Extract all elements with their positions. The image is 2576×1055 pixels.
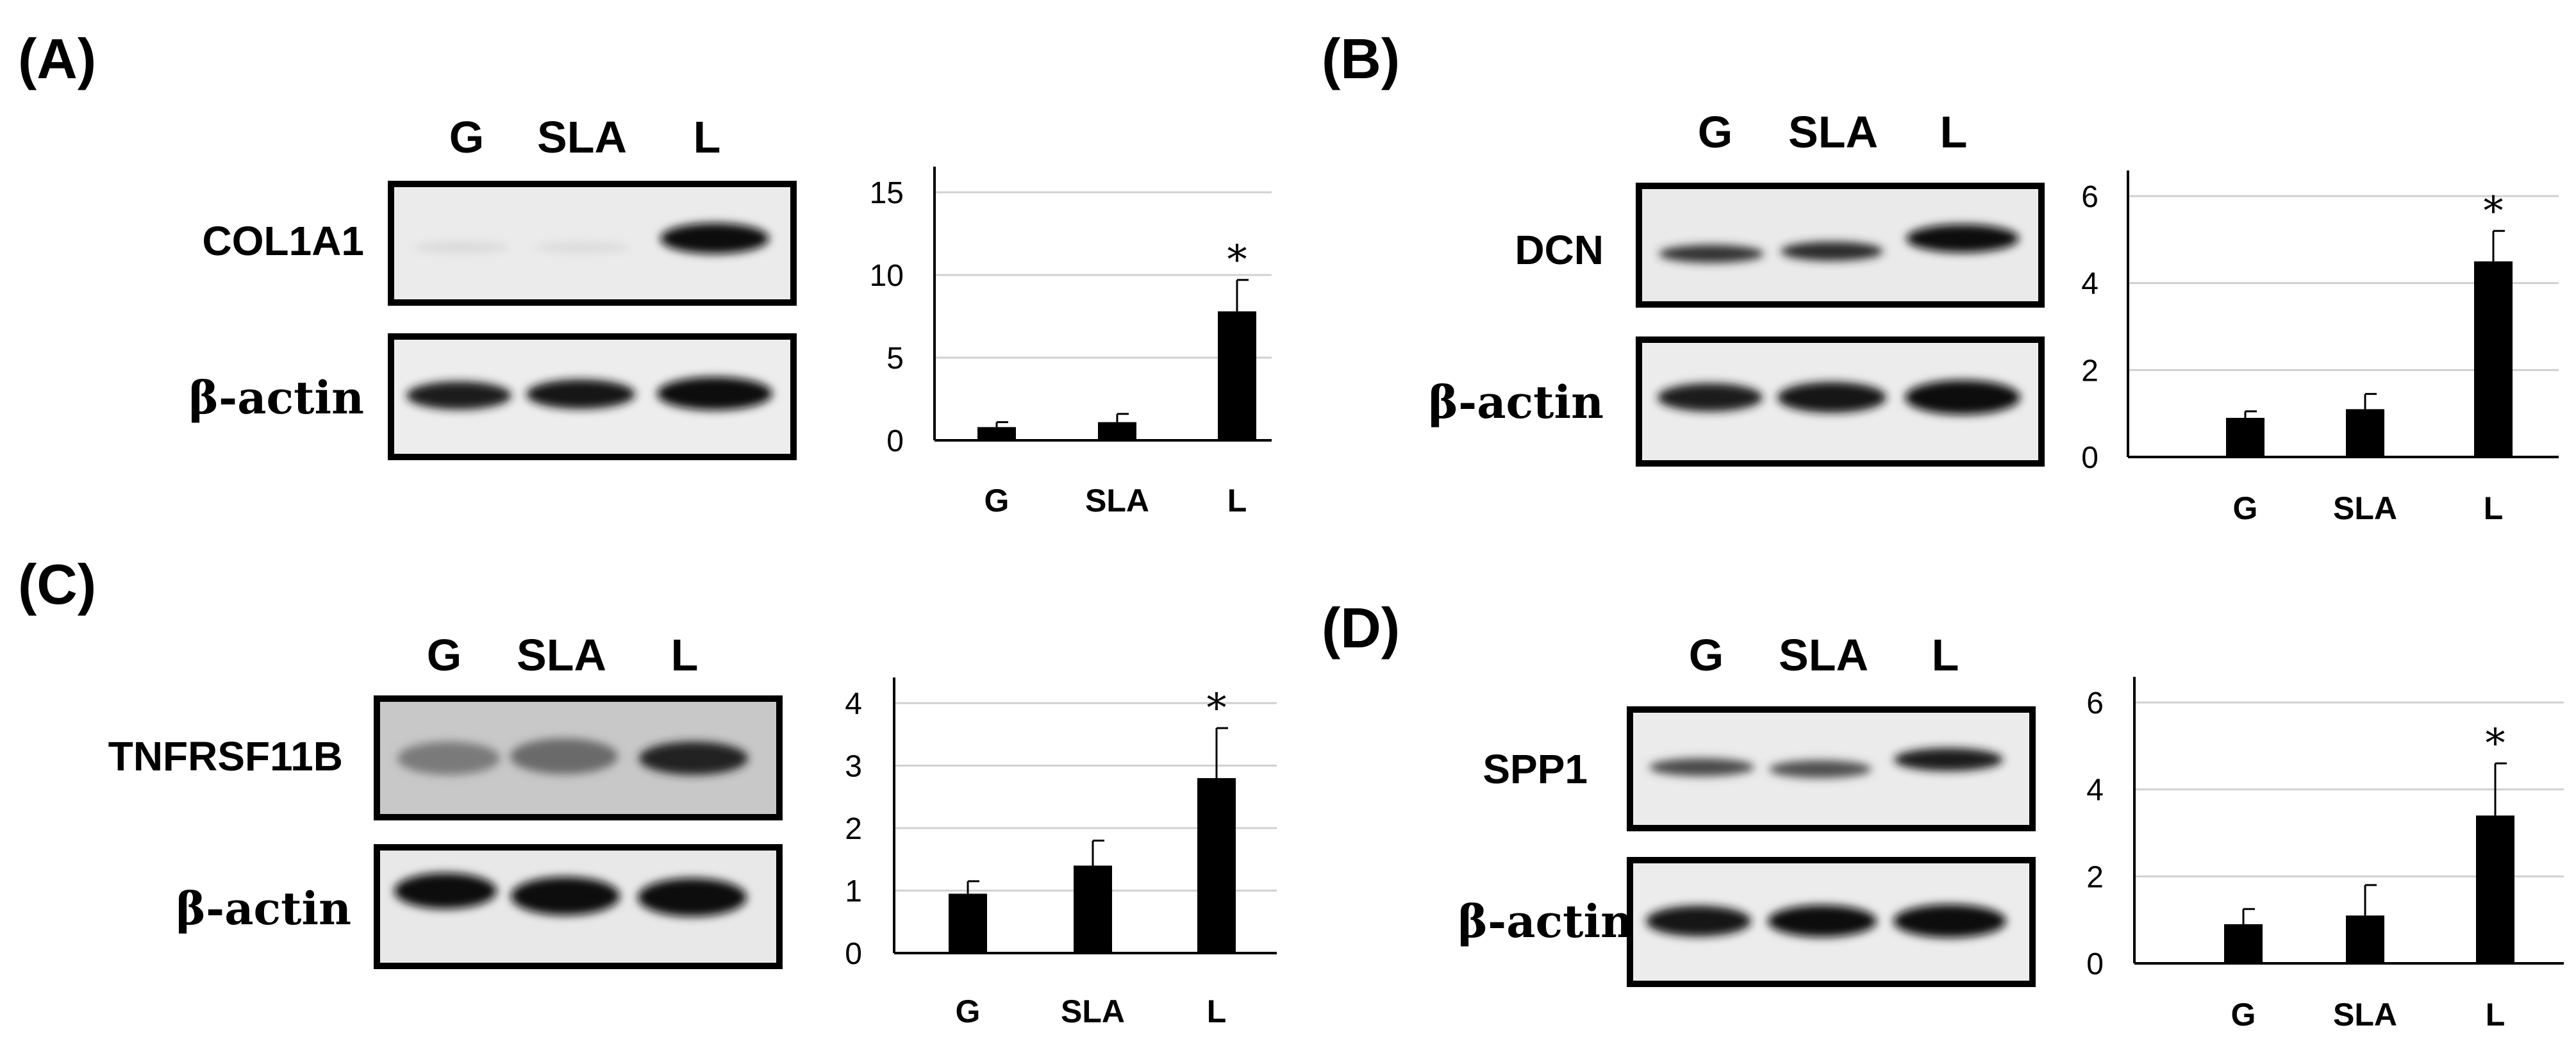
panel-a-y-tick-label: 0 [886,424,904,458]
panel-d-bar-g [2224,924,2263,963]
panel-b-actin-label: β-actin [1429,376,1604,429]
panel-c-target-blot [374,695,783,820]
panel-b-target-blot [1636,183,2045,308]
panel-a-y-tick-label: 10 [870,259,904,293]
panel-c-bar-l [1197,778,1236,953]
panel-b-protein-label: DCN [1515,227,1604,273]
panel-d: (D) G SLA L SPP1 β-actin 0 2 4 6 G SLA * L [1322,596,2564,1033]
panel-d-protein-label: SPP1 [1483,746,1588,792]
panel-a-bar-g [977,427,1016,440]
panel-c-category-label: G [956,993,981,1029]
panel-c-actin-blot [374,844,783,969]
panel-a-letter: (A) [18,27,96,90]
panel-d-category-label: L [2486,997,2505,1033]
panel-d-y-tick-label: 6 [2086,686,2104,720]
panel-c-y-tick-label: 2 [845,812,862,846]
panel-d-category-label: G [2231,997,2256,1033]
panel-a-lane-l: L [694,112,721,162]
panel-a-y-tick-label: 15 [870,176,904,210]
panel-d-y-tick-label: 0 [2086,947,2104,981]
panel-b-bar-sla [2346,409,2384,457]
panel-d-letter: (D) [1322,596,1400,660]
panel-b-lane-l: L [1940,107,1968,157]
panel-b-bar-g [2226,417,2264,457]
panel-d-target-blot [1627,706,2036,831]
panel-a-actin-label: β-actin [189,371,364,424]
panel-b-letter: (B) [1322,27,1400,90]
panel-d-bar-sla [2346,915,2384,963]
panel-c-letter: (C) [18,552,96,616]
panel-b-y-tick-label: 6 [2081,180,2098,214]
panel-a-category-label: SLA [1085,483,1149,519]
panel-a-target-blot [388,181,797,306]
panel-d-y-tick-label: 2 [2086,860,2104,894]
panel-d-actin-blot [1627,857,2036,987]
panel-d-actin-label: β-actin [1458,895,1633,948]
panel-b-y-tick-label: 4 [2081,267,2098,301]
panel-c-bar-g [949,893,987,953]
panel-c-significance-mark: * [1207,685,1227,731]
panel-c-lane-g: G [427,630,461,680]
panel-d-lane-sla: SLA [1779,630,1868,680]
panel-a-y-tick-label: 5 [886,342,904,376]
panel-d-bar-l [2476,815,2514,963]
panel-c-y-tick-label: 4 [845,687,862,721]
panel-c-chart: 0 1 2 3 4 G SLA * L [845,677,1277,1029]
panel-b-lane-g: G [1698,107,1733,157]
panel-a-category-label: G [985,483,1010,519]
panel-a-protein-label: COL1A1 [203,218,365,264]
panel-c-bar-sla [1074,865,1112,953]
panel-c-protein-label: TNFRSF11B [108,733,343,779]
panel-c-category-label: SLA [1061,993,1125,1029]
panel-a-bar-sla [1098,422,1136,440]
panel-a-lane-g: G [449,112,484,162]
panel-c-actin-label: β-actin [176,882,351,935]
panel-a-category-label: L [1227,483,1247,519]
panel-b: (B) G SLA L DCN β-actin 0 2 4 6 G SLA * L [1322,27,2559,526]
panel-b-category-label: L [2484,490,2504,526]
panel-d-significance-mark: * [2486,720,2505,767]
panel-a-bar-l [1218,311,1256,440]
panel-c-lane-l: L [671,630,699,680]
panel-c-category-label: L [1207,993,1227,1029]
panel-b-y-tick-label: 0 [2081,441,2098,475]
panel-b-actin-blot [1636,336,2045,467]
panel-c-y-tick-label: 1 [845,875,862,909]
panel-b-category-label: SLA [2333,490,2397,526]
panel-b-significance-mark: * [2484,187,2504,234]
panel-d-lane-g: G [1689,630,1724,680]
panel-d-y-tick-label: 4 [2086,774,2104,808]
panel-d-chart: 0 2 4 6 G SLA * L [2086,677,2564,1033]
panel-a: (A) G SLA L COL1A1 β-actin 0 5 10 15 G SLA * L [18,27,1272,519]
panel-c-y-tick-label: 0 [845,937,862,971]
panel-d-lane-l: L [1932,630,1959,680]
panel-b-y-tick-label: 2 [2081,354,2098,388]
panel-b-bar-l [2474,261,2513,457]
panel-a-actin-blot [388,333,797,460]
panel-a-chart: 0 5 10 15 G SLA * L [870,167,1272,519]
panel-c-lane-sla: SLA [517,630,606,680]
panel-b-category-label: G [2233,490,2258,526]
panel-c-y-tick-label: 3 [845,750,862,784]
panel-b-chart: 0 2 4 6 G SLA * L [2081,170,2559,526]
panel-d-category-label: SLA [2333,997,2397,1033]
panel-a-significance-mark: * [1227,237,1247,283]
panel-b-lane-sla: SLA [1788,107,1878,157]
panel-a-lane-sla: SLA [537,112,627,162]
panel-c: (C) G SLA L TNFRSF11B β-actin 0 1 2 3 4 G SLA *… [18,552,1277,1029]
